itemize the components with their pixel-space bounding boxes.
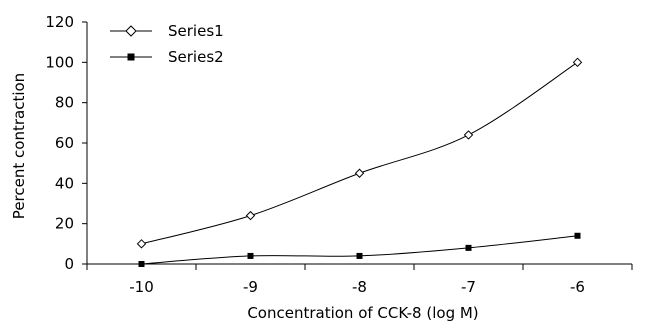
y-tick-label: 40 xyxy=(55,174,74,192)
x-tick-label: -10 xyxy=(129,278,154,296)
x-tick-label: -6 xyxy=(570,278,585,296)
series-1-point xyxy=(354,168,365,178)
series-2-point xyxy=(138,261,145,267)
y-axis-label: Percent contraction xyxy=(10,73,28,219)
x-axis-label: Concentration of CCK-8 (log M) xyxy=(247,304,478,322)
y-tick-label: 80 xyxy=(55,94,74,112)
series-1-point xyxy=(572,57,583,68)
legend-label-1: Series1 xyxy=(168,22,224,40)
series-1-point xyxy=(463,130,474,140)
legend-marker-1 xyxy=(125,25,137,37)
y-tick-label: 100 xyxy=(45,53,74,71)
y-tick-label: 120 xyxy=(45,13,74,31)
y-tick-label: 0 xyxy=(64,255,74,273)
x-tick-label: -7 xyxy=(461,278,476,296)
series-line-2 xyxy=(141,235,578,265)
y-tick-label: 60 xyxy=(55,134,74,152)
series-2-point xyxy=(247,252,254,259)
legend-marker-2 xyxy=(127,53,135,61)
legend-label-2: Series2 xyxy=(168,48,224,66)
x-tick-label: -8 xyxy=(352,278,367,296)
series-2-point xyxy=(356,252,363,259)
series-2-point xyxy=(574,232,581,239)
series-line-1 xyxy=(141,61,578,245)
x-tick-label: -9 xyxy=(243,278,258,296)
series-2-point xyxy=(465,244,472,251)
plot-area: 0 20 40 60 80 100 120 -10 -9 -8 -7 -6 Series1 Series2 xyxy=(45,13,633,296)
series-1-point xyxy=(245,210,256,221)
series-1-point xyxy=(136,239,147,249)
y-tick-label: 20 xyxy=(55,215,74,233)
